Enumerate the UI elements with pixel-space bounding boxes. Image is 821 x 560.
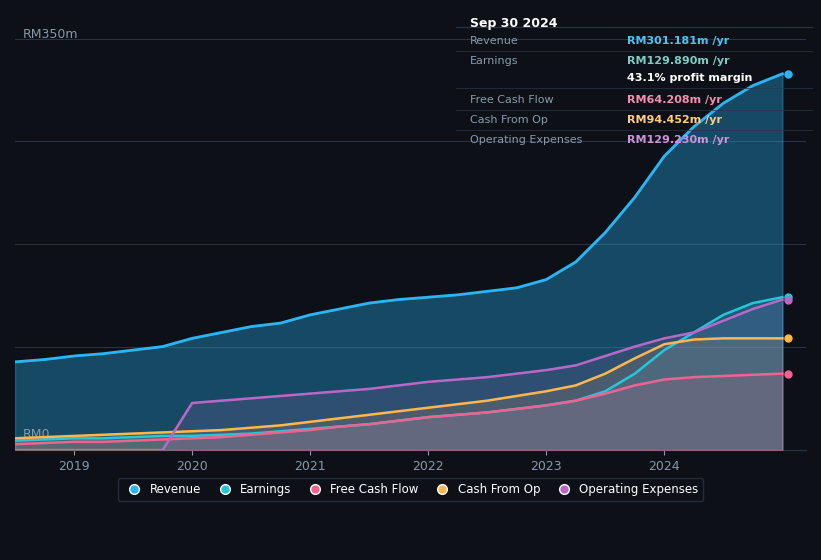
Text: Revenue: Revenue bbox=[470, 36, 519, 46]
Text: Earnings: Earnings bbox=[470, 56, 518, 66]
Text: RM350m: RM350m bbox=[23, 28, 79, 41]
Text: Operating Expenses: Operating Expenses bbox=[470, 135, 582, 145]
Text: RM94.452m /yr: RM94.452m /yr bbox=[627, 115, 722, 125]
Text: RM129.890m /yr: RM129.890m /yr bbox=[627, 56, 730, 66]
Text: RM129.230m /yr: RM129.230m /yr bbox=[627, 135, 729, 145]
Text: Free Cash Flow: Free Cash Flow bbox=[470, 95, 553, 105]
Text: RM301.181m /yr: RM301.181m /yr bbox=[627, 36, 729, 46]
Legend: Revenue, Earnings, Free Cash Flow, Cash From Op, Operating Expenses: Revenue, Earnings, Free Cash Flow, Cash … bbox=[118, 478, 703, 501]
Text: 43.1% profit margin: 43.1% profit margin bbox=[627, 73, 753, 83]
Text: RM0: RM0 bbox=[23, 428, 50, 441]
Text: Cash From Op: Cash From Op bbox=[470, 115, 548, 125]
Text: Sep 30 2024: Sep 30 2024 bbox=[470, 17, 557, 30]
Text: RM64.208m /yr: RM64.208m /yr bbox=[627, 95, 722, 105]
